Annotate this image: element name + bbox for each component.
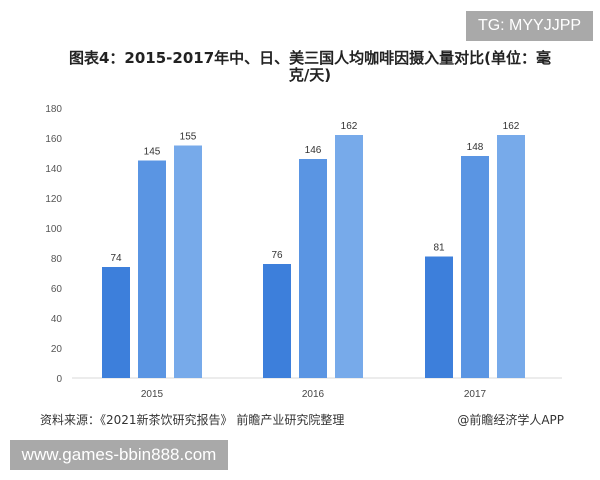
data-label: 145 [144, 147, 161, 158]
data-label: 76 [271, 250, 283, 261]
data-label: 74 [110, 253, 122, 264]
y-tick-label: 40 [51, 314, 63, 325]
y-tick-label: 60 [51, 284, 63, 295]
bar [335, 135, 363, 378]
bar [102, 267, 130, 378]
chart-title: 图表4：2015-2017年中、日、美三国人均咖啡因摄入量对比(单位：毫克/天) [68, 49, 552, 84]
y-tick-label: 80 [51, 254, 63, 265]
bar [497, 135, 525, 378]
y-tick-label: 160 [45, 134, 62, 145]
watermark-top: TG: MYYJJPP [466, 11, 593, 41]
y-tick-label: 140 [45, 164, 62, 175]
data-label: 148 [467, 142, 484, 153]
data-label: 155 [180, 132, 197, 143]
bar [425, 256, 453, 378]
y-tick-label: 100 [45, 224, 62, 235]
x-tick-label: 2016 [302, 389, 325, 400]
bar [138, 160, 166, 378]
x-tick-label: 2015 [141, 389, 164, 400]
y-tick-label: 20 [51, 344, 63, 355]
source-note: 资料来源：《2021新茶饮研究报告》 前瞻产业研究院整理 [40, 413, 345, 427]
watermark-bottom: www.games-bbin888.com [10, 440, 228, 470]
bar [461, 156, 489, 378]
data-label: 81 [433, 243, 445, 254]
x-tick-label: 2017 [464, 389, 487, 400]
data-label: 146 [305, 145, 322, 156]
y-tick-label: 180 [45, 104, 62, 115]
credit-note: @前瞻经济学人APP [457, 413, 564, 427]
bar [174, 145, 202, 378]
y-tick-label: 120 [45, 194, 62, 205]
data-label: 162 [503, 121, 520, 132]
y-tick-label: 0 [56, 374, 62, 385]
bar [299, 159, 327, 378]
data-label: 162 [341, 121, 358, 132]
bar [263, 264, 291, 378]
